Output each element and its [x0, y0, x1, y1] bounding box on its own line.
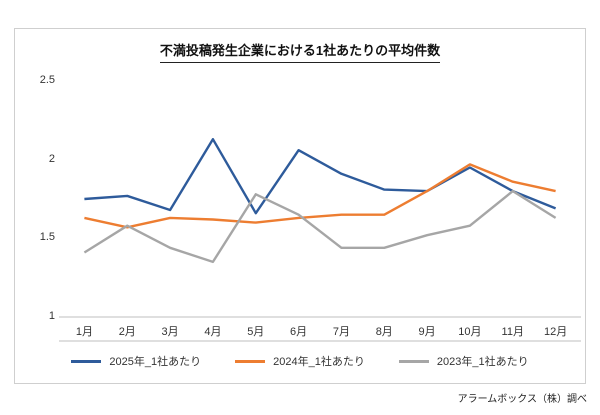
x-tick-label: 5月 [247, 326, 265, 338]
legend-swatch [398, 359, 429, 363]
y-tick-label: 2.5 [39, 74, 55, 86]
series-line-2025年_1社あたり [84, 137, 557, 215]
x-tick-label: 10月 [458, 326, 482, 338]
x-tick-label: 3月 [161, 326, 179, 338]
legend: 2025年_1社あたり 2024年_1社あたり 2023年_1社あたり [15, 353, 585, 369]
x-tick-label: 2月 [118, 326, 136, 338]
legend-swatch [71, 359, 102, 363]
legend-label: 2023年_1社あたり [436, 356, 529, 368]
chart-title: 不満投稿発生企業における1社あたりの平均件数 [15, 40, 585, 63]
x-tick-label: 6月 [290, 326, 308, 338]
series-line-2023年_1社あたり [83, 189, 557, 264]
x-tick-label: 4月 [204, 326, 222, 338]
y-tick-label: 2 [48, 152, 55, 165]
chart-title-text: 不満投稿発生企業における1社あたりの平均件数 [159, 40, 441, 63]
y-tick-label: 1 [48, 310, 55, 322]
legend-swatch [235, 359, 266, 363]
y-tick-label: 1.5 [39, 231, 55, 244]
series-line-2024年_1社あたり [84, 163, 556, 229]
source-note: アラームボックス（株）調べ [457, 394, 587, 405]
x-tick-label: 8月 [375, 326, 393, 338]
chart-frame: 不満投稿発生企業における1社あたりの平均件数 2.5 2 1.5 1 1月 2月 3月 4月… [14, 28, 586, 384]
legend-label: 2025年_1社あたり [109, 356, 202, 368]
legend-label: 2024年_1社あたり [273, 356, 365, 368]
legend-item: 2024年_1社あたり [235, 353, 365, 369]
legend-item: 2025年_1社あたり [71, 353, 201, 369]
x-tick-label: 1月 [75, 326, 93, 338]
x-tick-label: 7月 [332, 326, 350, 338]
legend-item: 2023年_1社あたり [398, 353, 529, 369]
x-tick-label: 11月 [501, 326, 524, 338]
x-tick-label: 9月 [418, 326, 436, 338]
x-tick-label: 12月 [543, 326, 568, 338]
line-plot [59, 137, 581, 342]
